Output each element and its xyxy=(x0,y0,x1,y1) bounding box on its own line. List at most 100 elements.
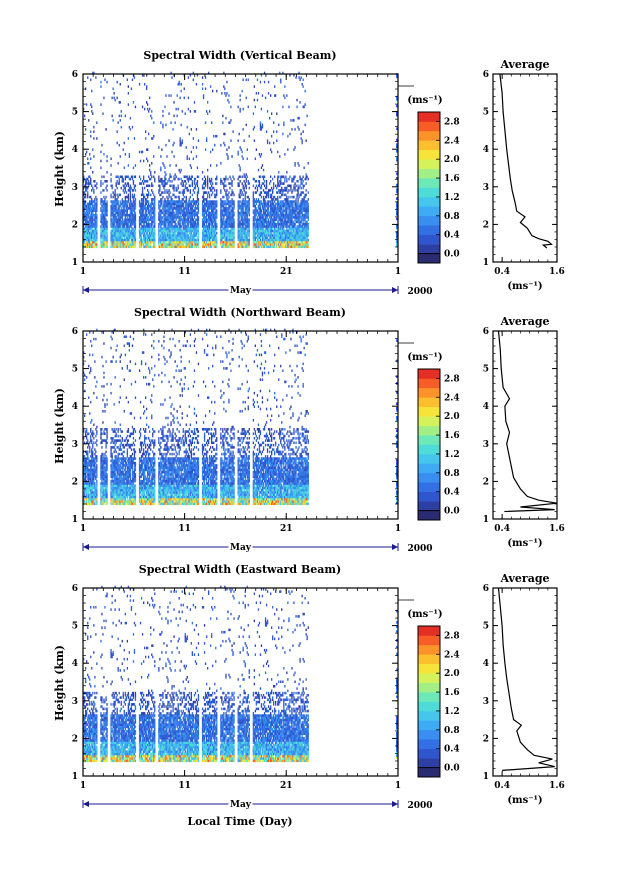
heatmap-cell xyxy=(289,211,291,215)
heatmap-cell xyxy=(83,211,85,215)
heatmap-cell xyxy=(95,216,97,219)
heatmap-cell xyxy=(282,245,284,249)
heatmap-cell xyxy=(300,231,302,235)
heatmap-cell xyxy=(143,202,145,206)
heatmap-cell xyxy=(150,211,152,215)
heatmap-cell xyxy=(277,216,279,219)
heatmap-cell xyxy=(104,209,106,212)
heatmap-cell xyxy=(148,200,150,203)
heatmap-cell xyxy=(231,229,233,233)
heatmap-cell xyxy=(296,236,298,239)
heatmap-cell xyxy=(298,218,300,221)
heatmap-cell xyxy=(88,207,90,210)
heatmap-cell xyxy=(197,139,200,142)
heatmap-cell xyxy=(306,227,308,230)
heatmap-cell xyxy=(116,218,118,221)
heatmap-cell xyxy=(141,74,144,77)
heatmap-cell xyxy=(119,225,121,228)
heatmap-cell xyxy=(266,225,269,228)
heatmap-cell xyxy=(246,211,248,215)
heatmap-cell xyxy=(278,204,280,208)
heatmap-cell xyxy=(116,211,118,215)
heatmap-cell xyxy=(125,225,128,228)
heatmap-cell xyxy=(139,227,142,230)
heatmap-cell xyxy=(83,204,85,208)
heatmap-cell xyxy=(164,209,166,212)
heatmap-cell xyxy=(102,231,104,235)
heatmap-cell xyxy=(104,231,106,235)
heatmap-cell xyxy=(287,236,289,239)
heatmap-cell xyxy=(245,123,247,127)
heatmap-cell xyxy=(270,225,272,228)
heatmap-cell xyxy=(118,177,120,181)
heatmap-cell xyxy=(122,204,124,208)
heatmap-cell xyxy=(232,191,234,194)
heatmap-cell xyxy=(254,245,257,249)
heatmap-cell xyxy=(271,112,273,115)
heatmap-cell xyxy=(132,213,135,217)
heatmap-cell xyxy=(134,213,137,217)
heatmap-cell xyxy=(239,234,241,237)
heatmap-cell xyxy=(190,175,193,179)
heatmap-cell xyxy=(140,218,143,221)
heatmap-cell xyxy=(168,207,170,210)
heatmap-cell xyxy=(118,143,120,147)
heatmap-cell xyxy=(281,225,283,228)
heatmap-cell xyxy=(298,222,300,226)
heatmap-cell xyxy=(261,231,264,235)
heatmap-cell xyxy=(189,204,192,208)
heatmap-cell xyxy=(289,209,291,212)
heatmap-cell xyxy=(261,182,264,185)
heatmap-cell xyxy=(148,225,150,228)
heatmap-cell xyxy=(163,202,165,206)
heatmap-cell xyxy=(144,227,146,230)
heatmap-cell xyxy=(224,87,226,91)
heatmap-cell xyxy=(233,222,235,226)
heatmap-cell xyxy=(195,222,198,226)
heatmap-cell xyxy=(211,189,213,192)
heatmap-cell xyxy=(123,238,125,242)
heatmap-cell xyxy=(208,240,210,244)
heatmap-cell xyxy=(258,200,261,203)
heatmap-cell xyxy=(138,211,141,215)
heatmap-cell xyxy=(277,211,279,215)
heatmap-cell xyxy=(160,193,162,197)
heatmap-cell xyxy=(296,245,298,249)
heatmap-cell xyxy=(279,71,281,75)
heatmap-cell xyxy=(168,245,170,249)
heatmap-cell xyxy=(242,198,244,201)
heatmap-cell xyxy=(118,225,120,228)
heatmap-cell xyxy=(106,222,108,226)
heatmap-cell xyxy=(276,227,278,230)
heatmap-cell xyxy=(215,202,217,206)
heatmap-cell xyxy=(170,225,172,228)
heatmap-cell xyxy=(192,236,195,239)
heatmap-cell xyxy=(130,175,133,179)
heatmap-cell xyxy=(125,234,128,237)
heatmap-cell xyxy=(225,204,227,208)
heatmap-cell xyxy=(298,220,300,224)
heatmap-cell xyxy=(286,189,288,192)
heatmap-cell xyxy=(130,200,133,203)
heatmap-cell xyxy=(212,89,214,93)
heatmap-cell xyxy=(275,184,277,188)
heatmap-cell xyxy=(215,243,217,246)
heatmap-cell xyxy=(253,85,256,88)
heatmap-cell xyxy=(263,180,266,183)
heatmap-cell xyxy=(242,245,244,249)
heatmap-cell xyxy=(233,202,235,206)
heatmap-cell xyxy=(122,207,124,210)
heatmap-cell xyxy=(147,243,149,246)
heatmap-cell xyxy=(189,177,192,181)
heatmap-cell xyxy=(154,171,156,174)
heatmap-cell xyxy=(191,236,194,239)
heatmap-cell xyxy=(247,245,249,249)
heatmap-cell xyxy=(197,222,200,226)
heatmap-cell xyxy=(89,225,91,228)
heatmap-cell xyxy=(131,202,134,206)
heatmap-cell xyxy=(191,211,194,215)
heatmap-cell xyxy=(272,245,274,249)
heatmap-cell xyxy=(171,209,173,212)
heatmap-cell xyxy=(127,85,130,88)
heatmap-cell xyxy=(104,236,106,239)
